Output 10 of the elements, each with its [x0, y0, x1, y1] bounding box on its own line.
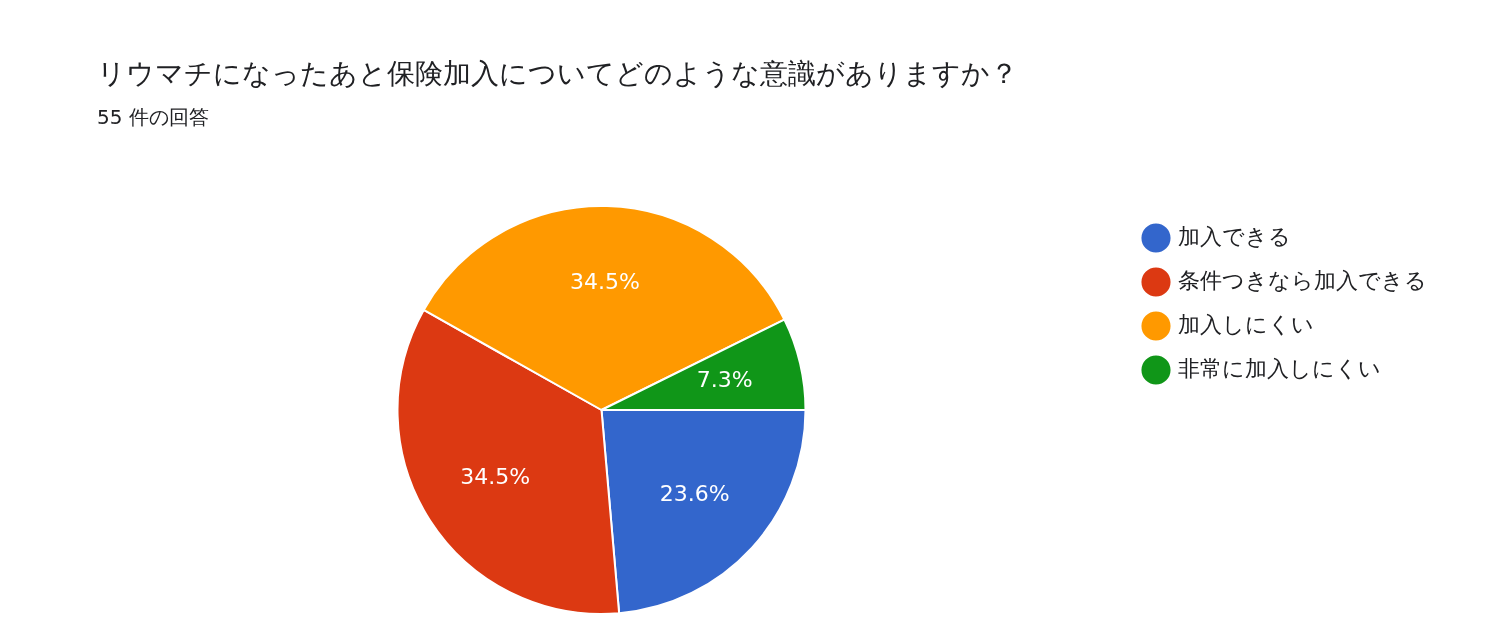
data-label: 7.3%	[696, 366, 753, 392]
legend-label: 加入できる	[1178, 223, 1291, 249]
data-label: 34.5%	[460, 464, 531, 490]
data-label: 34.5%	[569, 269, 640, 295]
data-label: 23.6%	[659, 481, 730, 507]
chart-title: リウマチになったあと保険加入についてどのような意識がありますか？	[97, 56, 1018, 92]
legend-label: 非常に加入しにくい	[1178, 355, 1381, 381]
legend-label: 加入しにくい	[1178, 311, 1314, 337]
text: 55 件の回答	[97, 104, 209, 131]
legend-label: 条件つきなら加入できる	[1178, 267, 1427, 293]
